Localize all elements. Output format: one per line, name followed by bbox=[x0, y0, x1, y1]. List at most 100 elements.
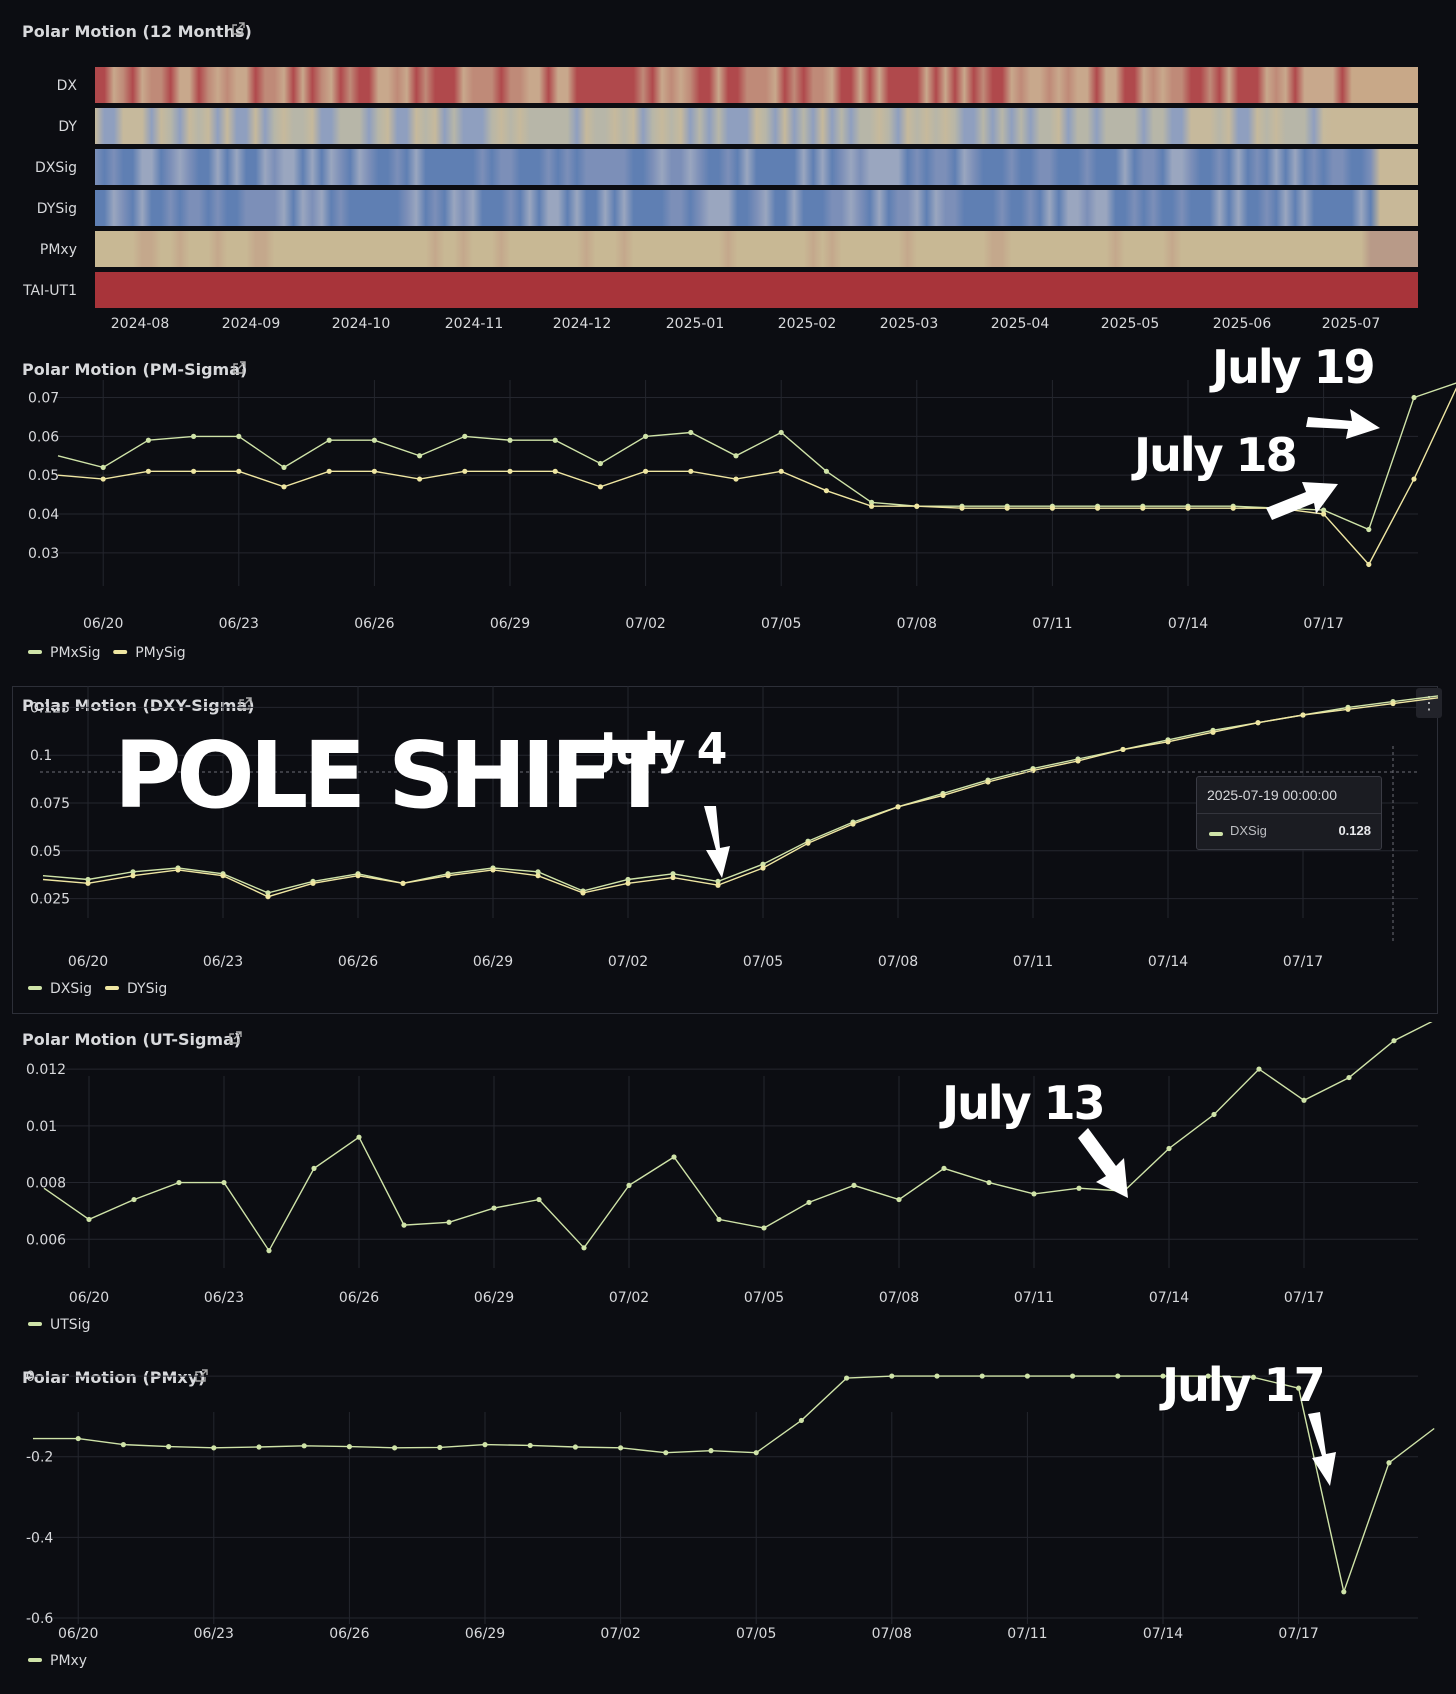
ut-sigma-panel: Polar Motion (UT-Sigma) 0.006 0.008 0.01 0.… bbox=[0, 1022, 1456, 1358]
data-point bbox=[1165, 739, 1171, 745]
x-tick-label: 07/17 bbox=[1284, 1290, 1324, 1306]
data-point bbox=[1070, 1373, 1076, 1379]
tooltip-value: 0.128 bbox=[1338, 823, 1371, 838]
legend-entry: PMxSig bbox=[50, 645, 100, 661]
pmxy-chart: 0 -0.2 -0.4 -0.6 06/20 06/23 06/26 06/29 07/02 07… bbox=[26, 1369, 1435, 1669]
dxy-sigma-panel: Polar Motion (DXY-Sigma) ⋮ 0.025 0.05 0.07… bbox=[0, 686, 1456, 1014]
external-link-icon[interactable] bbox=[231, 360, 247, 380]
data-point bbox=[572, 1444, 579, 1450]
panel-title: Polar Motion (PM-Sigma) bbox=[22, 360, 248, 379]
arrow-icon bbox=[1308, 1412, 1336, 1486]
series-line-utsig bbox=[43, 1022, 1433, 1253]
x-tick-label: 07/08 bbox=[872, 1626, 912, 1642]
x-tick-label: 07/02 bbox=[600, 1626, 640, 1642]
x-tick-label: 07/05 bbox=[744, 1290, 784, 1306]
data-point bbox=[1345, 706, 1351, 712]
data-point bbox=[445, 873, 451, 879]
data-point bbox=[1366, 561, 1372, 568]
external-link-icon[interactable] bbox=[227, 1030, 243, 1050]
data-point bbox=[716, 1216, 722, 1223]
data-point bbox=[446, 1219, 452, 1225]
data-point bbox=[761, 1225, 767, 1231]
data-point bbox=[120, 1442, 126, 1448]
legend-swatch bbox=[28, 650, 42, 654]
y-tick-label: 0.012 bbox=[26, 1062, 66, 1078]
data-point bbox=[1095, 505, 1101, 511]
heatmap-row-label: TAI-UT1 bbox=[22, 283, 77, 299]
x-tick-label: 06/26 bbox=[329, 1626, 369, 1642]
data-point bbox=[175, 867, 181, 873]
data-point bbox=[535, 873, 541, 879]
legend-swatch bbox=[28, 1658, 42, 1662]
data-point bbox=[311, 1165, 317, 1171]
data-point bbox=[417, 476, 423, 482]
x-tick-label: 07/17 bbox=[1278, 1626, 1318, 1642]
y-tick-label: 0.025 bbox=[30, 892, 70, 908]
arrow-icon bbox=[1266, 482, 1338, 520]
tooltip-series: DXSig bbox=[1230, 823, 1267, 838]
x-tick-label: 07/02 bbox=[625, 616, 665, 632]
data-point bbox=[733, 476, 739, 482]
data-point bbox=[805, 840, 811, 846]
y-tick-label: 0.008 bbox=[26, 1176, 66, 1192]
data-point bbox=[346, 1444, 352, 1450]
heatmap-row-label: DY bbox=[58, 119, 77, 135]
data-point bbox=[760, 865, 766, 871]
data-point bbox=[1390, 700, 1396, 707]
x-tick-label: 07/05 bbox=[736, 1626, 776, 1642]
legend-entry: DYSig bbox=[127, 981, 167, 997]
legend-entry: DXSig bbox=[50, 981, 92, 997]
x-tick-label: 06/23 bbox=[219, 616, 259, 632]
data-point bbox=[625, 880, 631, 886]
data-point bbox=[1346, 1074, 1352, 1081]
y-tick-label: 0.1 bbox=[30, 748, 52, 764]
data-point bbox=[823, 468, 830, 474]
data-point bbox=[708, 1448, 714, 1454]
legend-swatch bbox=[113, 650, 128, 654]
heatmap-tick-label: 2025-02 bbox=[778, 316, 837, 332]
data-point bbox=[1140, 505, 1146, 511]
heatmap-tick-label: 2025-06 bbox=[1213, 316, 1272, 332]
x-tick-label: 07/14 bbox=[1143, 1626, 1183, 1642]
data-point bbox=[401, 1222, 407, 1228]
y-tick-label: 0 bbox=[26, 1369, 35, 1385]
data-point bbox=[462, 433, 468, 439]
external-link-icon[interactable] bbox=[230, 21, 246, 41]
panel-title: Polar Motion (DXY-Sigma) bbox=[22, 696, 255, 715]
data-point bbox=[778, 468, 784, 474]
data-point bbox=[100, 476, 106, 482]
x-tick-label: 07/08 bbox=[879, 1290, 919, 1306]
data-point bbox=[889, 1373, 895, 1379]
data-point bbox=[130, 869, 136, 875]
x-tick-label: 06/23 bbox=[203, 954, 243, 970]
data-point bbox=[851, 1182, 857, 1188]
series-line-pmysig bbox=[57, 387, 1456, 566]
data-point bbox=[597, 484, 604, 490]
data-point bbox=[597, 460, 604, 467]
data-point bbox=[979, 1373, 985, 1379]
data-point bbox=[301, 1443, 307, 1449]
x-tick-label: 06/20 bbox=[83, 616, 123, 632]
data-point bbox=[326, 468, 332, 474]
data-point bbox=[1411, 394, 1417, 401]
series-line-pmxsig bbox=[57, 382, 1456, 531]
data-point bbox=[281, 464, 287, 471]
data-point bbox=[131, 1196, 137, 1203]
data-point bbox=[310, 880, 316, 886]
data-point bbox=[1391, 1038, 1397, 1044]
data-point bbox=[1211, 1111, 1217, 1118]
data-point bbox=[265, 894, 271, 900]
x-tick-label: 07/05 bbox=[761, 616, 801, 632]
data-point bbox=[1024, 1373, 1030, 1379]
y-tick-label: 0.075 bbox=[30, 796, 70, 812]
data-point bbox=[166, 1444, 172, 1450]
data-point bbox=[985, 779, 991, 785]
x-tick-label: 06/26 bbox=[339, 1290, 379, 1306]
y-tick-label: 0.06 bbox=[28, 429, 59, 445]
pm-sigma-panel: Polar Motion (PM-Sigma) 0.03 0.04 0.05 0.06… bbox=[0, 340, 1456, 676]
data-point bbox=[527, 1442, 533, 1449]
data-point bbox=[1210, 729, 1216, 735]
data-point bbox=[191, 468, 197, 474]
data-point bbox=[940, 792, 946, 798]
x-tick-label: 07/08 bbox=[878, 954, 918, 970]
